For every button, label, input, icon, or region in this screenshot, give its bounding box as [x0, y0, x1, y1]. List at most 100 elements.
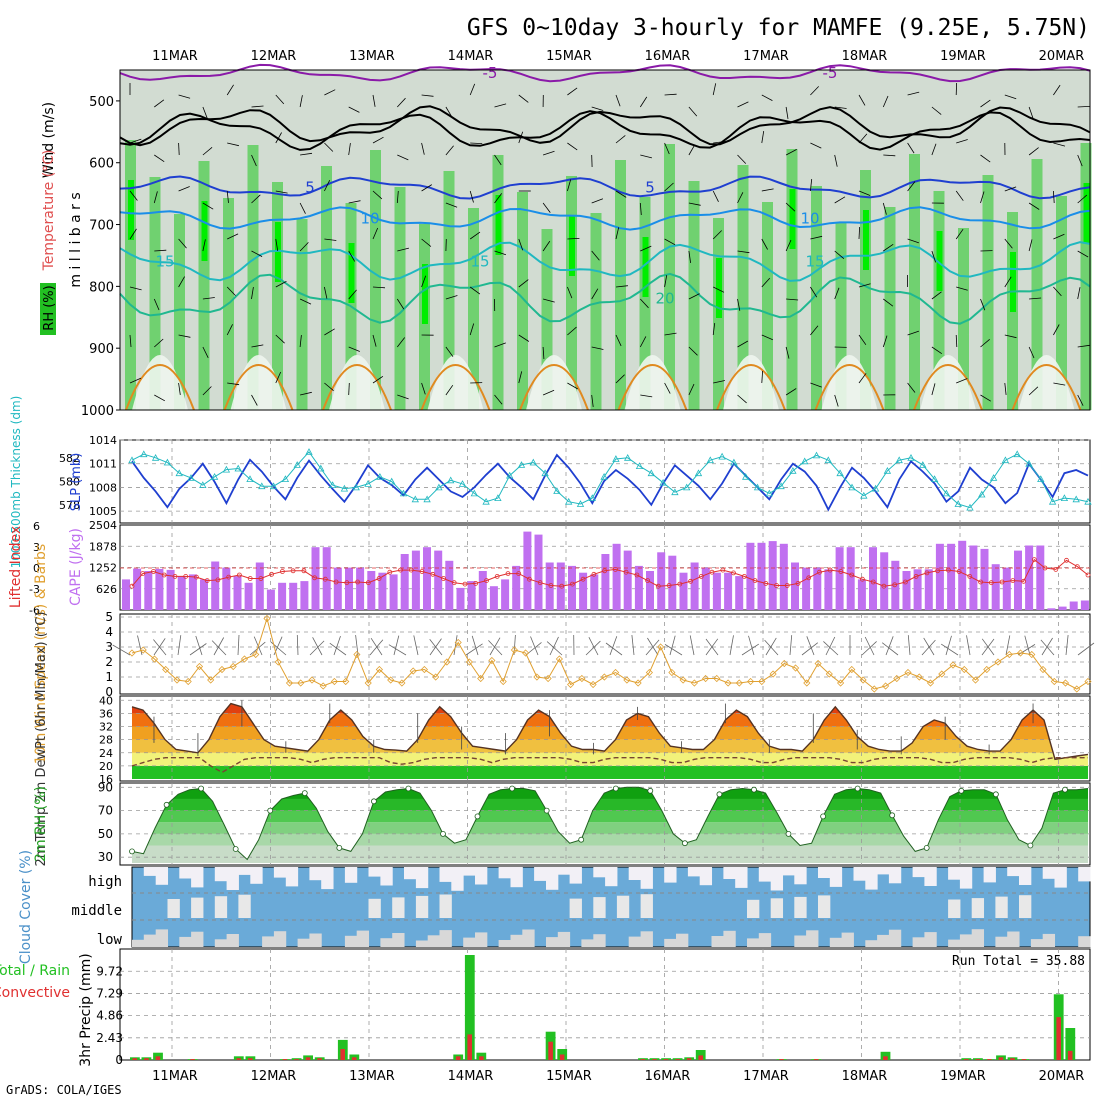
thickness-point: [600, 472, 608, 480]
wind-barb: [761, 188, 774, 192]
wind-barb: [178, 382, 181, 395]
thickness-point: [529, 458, 537, 466]
wind-barb: [834, 196, 846, 204]
surface-wind-barb: [861, 641, 877, 656]
wind-barb: [397, 97, 406, 108]
rh-moist-column: [272, 182, 283, 410]
wind-speed-point: [353, 650, 361, 659]
wind-barb: [785, 239, 792, 252]
cape-bar: [1058, 606, 1067, 610]
high-cloud-cell: [1019, 867, 1032, 885]
wind-speed-point: [859, 676, 867, 684]
rh-moist-column: [468, 208, 479, 410]
wind-barb: [834, 106, 847, 109]
low-cloud-cell: [794, 935, 807, 947]
wind-barb: [348, 382, 350, 396]
thickness-point: [140, 450, 148, 458]
high-cloud-cell: [1054, 867, 1067, 888]
middle-cloud-cell: [238, 894, 251, 918]
cape-bar: [222, 567, 231, 610]
high-cloud-cell: [415, 867, 429, 889]
high-cloud-cell: [380, 867, 393, 886]
thickness-point: [812, 451, 821, 459]
isotherm-label: 5: [645, 178, 655, 196]
rh-fill: [132, 787, 1088, 863]
slp-grid: [120, 439, 1090, 523]
wind-speed-point: [162, 665, 170, 674]
wind-tick-label: 0: [105, 685, 113, 699]
li-series: [129, 557, 1091, 589]
high-cloud-cell: [1078, 867, 1091, 882]
li-point: [408, 567, 414, 573]
rh-point: [1027, 842, 1034, 849]
precip-convective-bar: [686, 1058, 692, 1060]
wind-barb: [300, 391, 312, 396]
low-cloud-cell: [344, 935, 358, 947]
low-cloud-cell: [747, 938, 760, 947]
isotherm-25: [125, 364, 195, 411]
thickness-point: [210, 472, 219, 480]
wind-barb: [226, 84, 234, 96]
cape-bar: [244, 582, 253, 610]
wind-barb: [348, 106, 360, 113]
high-cloud-cell: [888, 867, 902, 884]
rh-moist-column: [835, 223, 847, 410]
rh-2m-title: 2m RH (%): [33, 786, 49, 862]
high-cloud-cell: [404, 867, 417, 880]
wind-barb: [810, 235, 823, 240]
cape-bar: [434, 550, 443, 610]
li-tick-label: 0: [33, 562, 40, 575]
precip-convective-bar: [132, 1058, 138, 1060]
wind-speed-point: [713, 674, 721, 683]
wind-barb: [858, 283, 871, 288]
li-point: [441, 576, 446, 581]
wind-barb: [591, 346, 604, 350]
high-cloud-cell: [214, 867, 228, 882]
cloud-cover-panel: high middle low Cloud Cover (%): [18, 850, 1091, 964]
rh-point: [129, 848, 135, 855]
wind-barb: [397, 394, 409, 400]
high-cloud-cell: [546, 867, 559, 890]
cape-bar: [935, 543, 944, 610]
low-cloud-cell: [640, 931, 653, 947]
rh-dry-wedge: [624, 355, 681, 410]
upper-air-titles: Wind (m/s) Temperature (°C) RH (%) m i l…: [40, 102, 84, 335]
surface-wind-barb: [296, 634, 299, 656]
date-label-bottom: 16MAR: [645, 1069, 691, 1084]
wind-barb: [567, 142, 578, 151]
date-label-bottom: 12MAR: [251, 1069, 297, 1084]
thickness-point: [269, 482, 278, 490]
thickness-point: [883, 466, 892, 474]
wind-barb: [883, 243, 894, 252]
slp-title: SLP (mb): [69, 453, 84, 512]
low-cloud-cell: [806, 930, 819, 947]
cape-bar: [802, 567, 811, 610]
thickness-point: [506, 471, 514, 479]
temp-series: [131, 700, 1089, 774]
high-cloud-cell: [877, 867, 890, 875]
wind-speed-point: [645, 668, 653, 677]
high-cloud-cell: [948, 867, 961, 880]
surface-wind-barb: [609, 636, 618, 656]
high-cloud-cell: [238, 867, 251, 875]
precip-convective-bar: [652, 1059, 657, 1060]
rh-moist-column: [198, 161, 210, 410]
wind-barb: [907, 91, 920, 96]
surface-wind-barb: [488, 640, 503, 656]
wind-barb: [858, 190, 871, 196]
middle-cloud-cell: [818, 895, 831, 918]
precip-convective-bar: [548, 1041, 553, 1060]
low-cloud-cell: [143, 934, 157, 947]
li-point: [677, 581, 683, 587]
thickness-point: [376, 472, 384, 480]
wind-barb: [1028, 106, 1034, 119]
wind-barb: [980, 154, 991, 163]
li-point: [430, 571, 436, 577]
wind-barb: [931, 143, 937, 156]
li-point: [183, 574, 189, 579]
rh-panel: 30 50 70 90 2m RH (%): [33, 780, 1091, 866]
wind-speed-point: [443, 658, 451, 666]
temp-band: [132, 765, 1088, 779]
precip-convective-bar: [663, 1059, 669, 1060]
surface-wind-barb: [413, 635, 419, 656]
